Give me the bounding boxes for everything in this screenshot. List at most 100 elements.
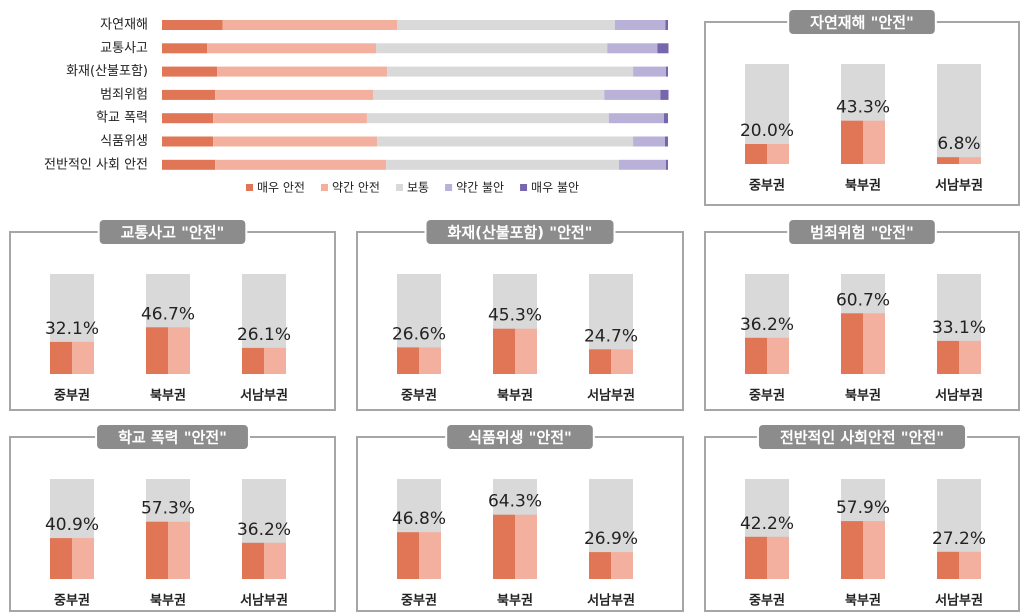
bar-segment (373, 89, 605, 100)
bar-segment (162, 43, 208, 54)
legend-label: 약간 안전 (332, 180, 380, 195)
value-label: 46.7% (141, 304, 195, 324)
title-pill (787, 218, 937, 246)
bar-light (959, 340, 981, 374)
bar-segment (657, 43, 669, 54)
value-label: 46.8% (392, 509, 446, 529)
region-label: 북부권 (845, 389, 881, 404)
bar-segment (604, 89, 661, 100)
bar-light (168, 327, 190, 374)
title-pill (97, 218, 248, 246)
bar-dark (745, 337, 767, 374)
region-label: 중부권 (749, 594, 785, 609)
bar-light (419, 347, 441, 374)
bar-light (863, 120, 885, 164)
value-label: 36.2% (237, 520, 291, 540)
category-label: 화재(산불포함) (66, 64, 148, 79)
legend-swatch (520, 184, 528, 191)
value-label: 45.3% (488, 306, 542, 326)
bar-segment (162, 136, 214, 147)
category-label: 전반적인 사회 안전 (44, 157, 148, 172)
bar-segment (162, 159, 216, 170)
region-label: 북부권 (150, 594, 186, 609)
bar-segment (377, 136, 634, 147)
legend-label: 매우 불안 (531, 181, 579, 195)
bar-dark (841, 313, 863, 374)
bar-segment (222, 20, 398, 30)
region-label: 중부권 (54, 594, 90, 609)
value-label: 26.6% (392, 324, 446, 344)
legend-label: 매우 안전 (257, 181, 305, 195)
value-label: 27.2% (932, 529, 986, 549)
bar-segment (217, 66, 388, 77)
legend-swatch (246, 184, 253, 191)
legend-swatch (395, 184, 403, 191)
bar-light (72, 341, 94, 374)
bar-light (611, 552, 633, 579)
bar-light (767, 337, 789, 374)
bar-dark (146, 521, 168, 579)
value-label: 64.3% (488, 492, 542, 512)
bar-light (515, 514, 537, 579)
bar-segment (162, 89, 216, 100)
value-label: 26.1% (237, 325, 291, 345)
bar-segment (387, 66, 634, 77)
bar-segment (376, 43, 608, 54)
panel-title: 식품위생 "안전" (468, 429, 572, 447)
category-label: 자연재해 (100, 18, 148, 33)
bar-segment (213, 136, 378, 147)
panel-title: 교통사고 "안전" (121, 224, 225, 242)
legend-swatch (320, 184, 328, 191)
value-label: 40.9% (45, 515, 99, 535)
bar-dark (146, 327, 168, 374)
bar-dark (493, 514, 515, 579)
bar-dark (745, 144, 767, 164)
category-label: 교통사고 (100, 41, 148, 56)
bar-light (863, 521, 885, 579)
region-label: 북부권 (845, 179, 881, 194)
bar-background (937, 64, 981, 164)
bar-dark (242, 347, 264, 374)
bar-dark (589, 552, 611, 579)
value-label: 57.9% (836, 498, 890, 518)
title-pill (756, 423, 968, 451)
value-label: 24.7% (584, 326, 638, 346)
region-label: 중부권 (401, 594, 437, 609)
bar-light (264, 347, 286, 374)
panel-title: 자연재해 "안전" (810, 14, 914, 32)
region-label: 중부권 (749, 389, 785, 404)
bar-dark (937, 157, 959, 164)
bar-light (767, 144, 789, 164)
region-label: 중부권 (54, 389, 90, 404)
bar-dark (397, 347, 419, 374)
value-label: 43.3% (836, 98, 890, 118)
bar-segment (618, 159, 666, 170)
bar-dark (50, 538, 72, 579)
bar-segment (215, 89, 374, 100)
panel-title: 학교 폭력 "안전" (118, 429, 227, 447)
bar-segment (162, 66, 218, 77)
title-pill (787, 8, 937, 36)
category-label: 학교 폭력 (96, 111, 148, 126)
bar-dark (841, 521, 863, 579)
legend-label: 보통 (407, 181, 429, 195)
bar-segment (608, 113, 664, 124)
bar-dark (937, 551, 959, 579)
region-label: 서남부권 (587, 593, 635, 609)
legend-label: 약간 불안 (456, 180, 504, 195)
category-label: 식품위생 (100, 134, 148, 149)
value-label: 6.8% (937, 134, 980, 154)
bar-light (863, 313, 885, 374)
value-label: 33.1% (932, 318, 986, 338)
region-label: 서남부권 (935, 388, 983, 404)
bar-dark (397, 532, 419, 579)
bar-segment (633, 66, 666, 77)
bar-segment (633, 136, 665, 147)
bar-light (264, 542, 286, 579)
bar-segment (162, 113, 214, 124)
region-label: 서남부권 (587, 388, 635, 404)
bar-segment (213, 113, 367, 124)
value-label: 20.0% (740, 121, 794, 141)
bar-light (419, 532, 441, 579)
